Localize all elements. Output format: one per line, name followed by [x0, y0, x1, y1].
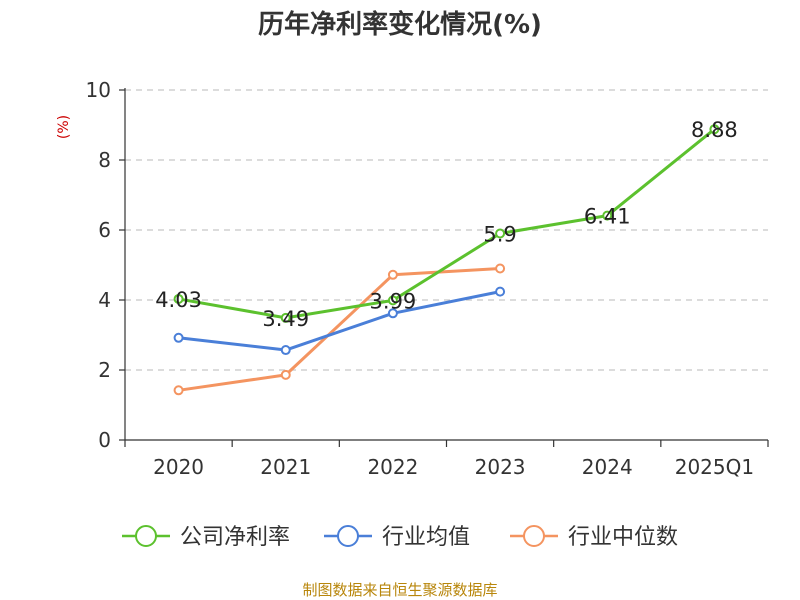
- legend-marker: [523, 525, 545, 547]
- data-point: [495, 263, 506, 274]
- data-point: [173, 332, 184, 343]
- data-point: [709, 124, 720, 135]
- x-tick-label: 2020: [153, 455, 204, 479]
- y-tick-label: 2: [98, 358, 111, 382]
- y-tick-label: 4: [98, 288, 111, 312]
- data-point: [280, 345, 291, 356]
- data-label: 6.41: [584, 205, 631, 229]
- y-axis-label: (%): [56, 115, 72, 139]
- data-label: 3.49: [262, 307, 309, 331]
- data-label: 8.88: [691, 118, 738, 142]
- axes: [119, 88, 769, 447]
- data-point: [387, 269, 398, 280]
- data-point: [602, 210, 613, 221]
- legend: 公司净利率 行业均值 行业中位数: [122, 525, 678, 550]
- x-tick-label: 2021: [260, 455, 311, 479]
- x-tick-label: 2025Q1: [675, 455, 754, 479]
- data-labels: 4.03 3.49 3.99 5.9 6.41 8.88: [155, 118, 738, 331]
- data-point: [387, 295, 398, 306]
- y-tick-label: 8: [98, 148, 111, 172]
- x-tick-label: 2022: [367, 455, 418, 479]
- legend-label: 行业均值: [382, 525, 470, 550]
- legend-label: 行业中位数: [568, 525, 678, 550]
- data-point: [495, 228, 506, 239]
- y-tick-label: 0: [98, 428, 111, 452]
- x-tick-labels: 2020 2021 2022 2023 2024 2025Q1: [153, 455, 754, 479]
- data-point: [495, 286, 506, 297]
- data-label: 4.03: [155, 288, 202, 312]
- chart-title: 历年净利率变化情况(%): [258, 9, 542, 40]
- series-line: [178, 267, 501, 392]
- data-label: 5.9: [483, 223, 516, 247]
- data-label: 3.99: [370, 289, 417, 313]
- series-line: [178, 290, 501, 352]
- y-tick-label: 6: [98, 218, 111, 242]
- legend-marker: [135, 525, 157, 547]
- data-point: [280, 312, 291, 323]
- data-point: [173, 385, 184, 396]
- grid-lines: [125, 89, 768, 371]
- x-tick-label: 2023: [475, 455, 526, 479]
- legend-marker: [337, 525, 359, 547]
- data-point: [387, 308, 398, 319]
- data-point: [173, 293, 184, 304]
- y-tick-label: 10: [86, 78, 111, 102]
- source-note: 制图数据来自恒生聚源数据库: [302, 581, 497, 599]
- series-line: [178, 128, 716, 320]
- legend-label: 公司净利率: [180, 525, 290, 550]
- x-tick-label: 2024: [582, 455, 633, 479]
- series-lines: [173, 124, 720, 396]
- y-tick-labels: 0 2 4 6 8 10: [86, 78, 111, 452]
- data-point: [280, 369, 291, 380]
